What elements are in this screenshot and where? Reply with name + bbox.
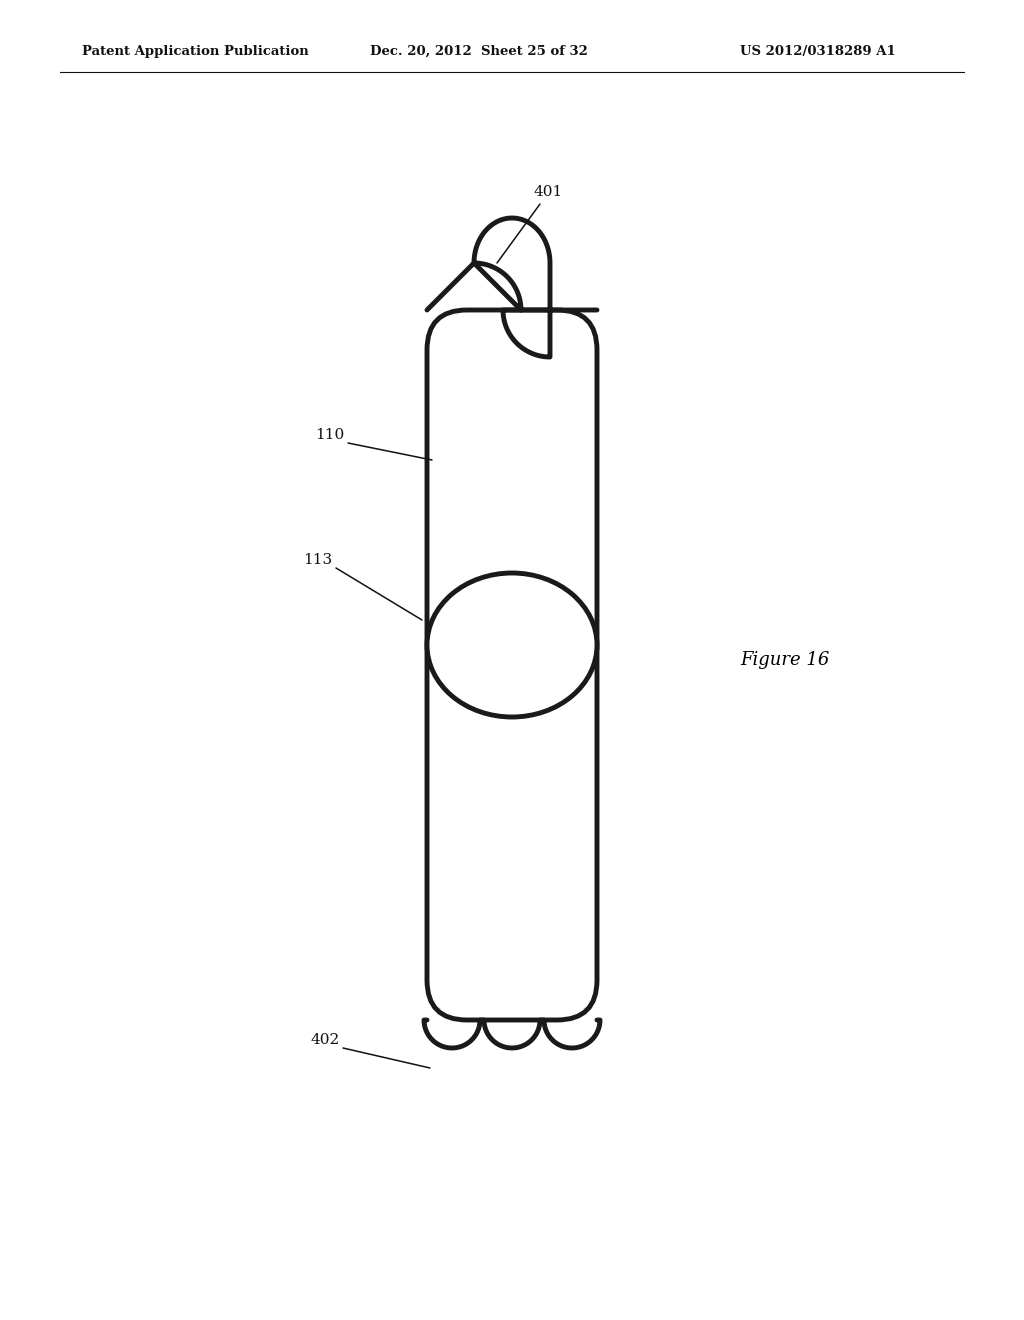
Ellipse shape bbox=[427, 573, 597, 717]
Text: Figure 16: Figure 16 bbox=[740, 651, 829, 669]
Text: 113: 113 bbox=[303, 553, 333, 568]
Text: 402: 402 bbox=[310, 1034, 340, 1047]
Text: 110: 110 bbox=[315, 428, 345, 442]
Text: 401: 401 bbox=[534, 185, 562, 199]
Text: Patent Application Publication: Patent Application Publication bbox=[82, 45, 309, 58]
Text: US 2012/0318289 A1: US 2012/0318289 A1 bbox=[740, 45, 896, 58]
Text: Dec. 20, 2012  Sheet 25 of 32: Dec. 20, 2012 Sheet 25 of 32 bbox=[370, 45, 588, 58]
FancyBboxPatch shape bbox=[427, 310, 597, 1020]
